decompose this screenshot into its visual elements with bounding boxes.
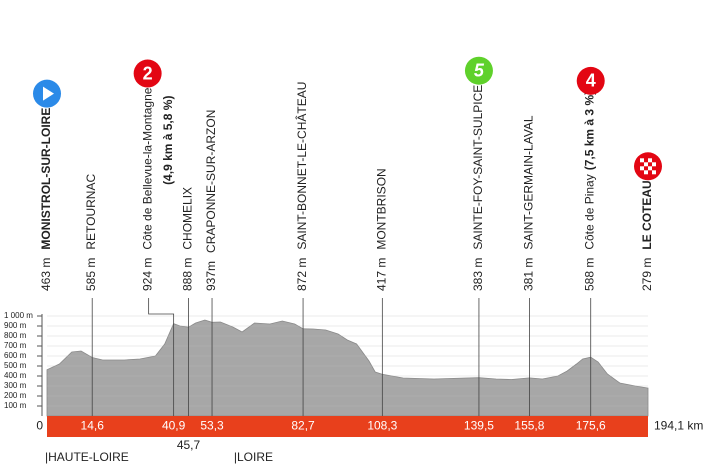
waypoint-line bbox=[148, 298, 175, 416]
climb-icon bbox=[133, 59, 162, 88]
waypoint-name: CRAPONNE-SUR-ARZON bbox=[204, 110, 218, 253]
altitude: 279 m bbox=[640, 258, 654, 291]
finish-check bbox=[648, 166, 652, 171]
climb-detail: (4,9 km à 5,8 %) bbox=[161, 96, 175, 185]
waypoint-label: 463 m MONISTROL-SUR-LOIRE bbox=[39, 108, 53, 291]
start-arrow bbox=[43, 86, 54, 101]
altitude: 417 m bbox=[375, 258, 389, 291]
altitude: 588 m bbox=[583, 258, 597, 291]
elevation-area bbox=[46, 319, 649, 417]
finish-check bbox=[644, 162, 648, 167]
finish-check bbox=[648, 158, 652, 163]
altitude: 888 m bbox=[181, 258, 195, 291]
region-label: |LOIRE bbox=[234, 450, 273, 464]
finish-check bbox=[652, 170, 656, 175]
climb-detail: (7,5 km à 3 %) bbox=[583, 91, 597, 170]
waypoint-label: 279 m LE COTEAU bbox=[640, 180, 654, 291]
x-tick-label: 175,6 bbox=[576, 419, 606, 433]
climb-icon bbox=[576, 66, 605, 95]
x-tick-label: 139,5 bbox=[464, 419, 494, 433]
x-tick-label: 155,8 bbox=[514, 419, 544, 433]
x-tick-label: 14,6 bbox=[81, 419, 105, 433]
altitude: 383 m bbox=[471, 258, 485, 291]
x-tick-label: 82,7 bbox=[291, 419, 315, 433]
waypoint-label: 381 m SAINT-GERMAIN-LAVAL bbox=[522, 115, 536, 291]
waypoint-name: RETOURNAC bbox=[84, 174, 98, 250]
waypoint-name: Côte de Bellevue-la-Montagne bbox=[141, 87, 155, 249]
finish-check bbox=[640, 158, 644, 163]
y-tick-label: 500 m bbox=[4, 361, 27, 370]
waypoint-label: 937m CRAPONNE-SUR-ARZON bbox=[204, 110, 218, 291]
altitude: 381 m bbox=[522, 258, 536, 291]
altitude: 585 m bbox=[84, 258, 98, 291]
climb-number: 4 bbox=[586, 71, 596, 91]
waypoint-name: MONISTROL-SUR-LOIRE bbox=[39, 108, 53, 250]
finish-check bbox=[644, 170, 648, 175]
y-tick-label: 600 m bbox=[4, 351, 27, 360]
region-label: |HAUTE-LOIRE bbox=[45, 450, 129, 464]
finish-check bbox=[640, 166, 644, 171]
altitude: 872 m bbox=[295, 258, 309, 291]
y-tick-label: 900 m bbox=[4, 321, 27, 330]
waypoint-label: 383 m SAINTE-FOY-SAINT-SULPICE bbox=[471, 85, 485, 291]
x-tick-label: 0 bbox=[36, 419, 43, 433]
waypoint-name: SAINT-GERMAIN-LAVAL bbox=[522, 115, 536, 250]
y-tick-label: 800 m bbox=[4, 331, 27, 340]
waypoint-name: SAINT-BONNET-LE-CHÂTEAU bbox=[294, 82, 309, 250]
y-tick-label: 100 m bbox=[4, 401, 27, 410]
altitude: 924 m bbox=[141, 258, 155, 291]
x-tick-label: 45,7 bbox=[177, 438, 201, 452]
y-tick-label: 400 m bbox=[4, 371, 27, 380]
waypoint-name: Côte de Pinay bbox=[583, 174, 597, 249]
waypoint-name: MONTBRISON bbox=[375, 168, 389, 249]
y-tick-label: 700 m bbox=[4, 341, 27, 350]
sprint-icon bbox=[464, 56, 493, 85]
altitude: 937m bbox=[204, 261, 218, 291]
waypoint-name: LE COTEAU bbox=[640, 180, 654, 249]
finish-check bbox=[652, 162, 656, 167]
waypoint-label: 417 m MONTBRISON bbox=[375, 168, 389, 291]
x-tick-label: 194,1 km bbox=[654, 419, 703, 433]
distance-band bbox=[47, 416, 648, 437]
x-tick-label: 40,9 bbox=[162, 419, 186, 433]
waypoint-label: 588 m Côte de Pinay (7,5 km à 3 %) bbox=[583, 91, 597, 291]
waypoint-name: CHOMELIX bbox=[181, 187, 195, 250]
x-tick-label: 53,3 bbox=[200, 419, 224, 433]
climb-number: 2 bbox=[143, 63, 153, 83]
y-tick-label: 1 000 m bbox=[4, 311, 33, 320]
altitude: 463 m bbox=[39, 258, 53, 291]
y-tick-label: 200 m bbox=[4, 391, 27, 400]
y-tick-label: 300 m bbox=[4, 381, 27, 390]
waypoint-name: SAINTE-FOY-SAINT-SULPICE bbox=[471, 85, 485, 250]
waypoint-label: 888 m CHOMELIX bbox=[181, 187, 195, 291]
waypoint-label: 585 m RETOURNAC bbox=[84, 174, 98, 291]
waypoint-label: 924 m Côte de Bellevue-la-Montagne bbox=[141, 87, 155, 291]
sprint-number: 5 bbox=[474, 60, 485, 80]
waypoint-label: 872 m SAINT-BONNET-LE-CHÂTEAU bbox=[294, 82, 309, 291]
x-tick-label: 108,3 bbox=[367, 419, 397, 433]
